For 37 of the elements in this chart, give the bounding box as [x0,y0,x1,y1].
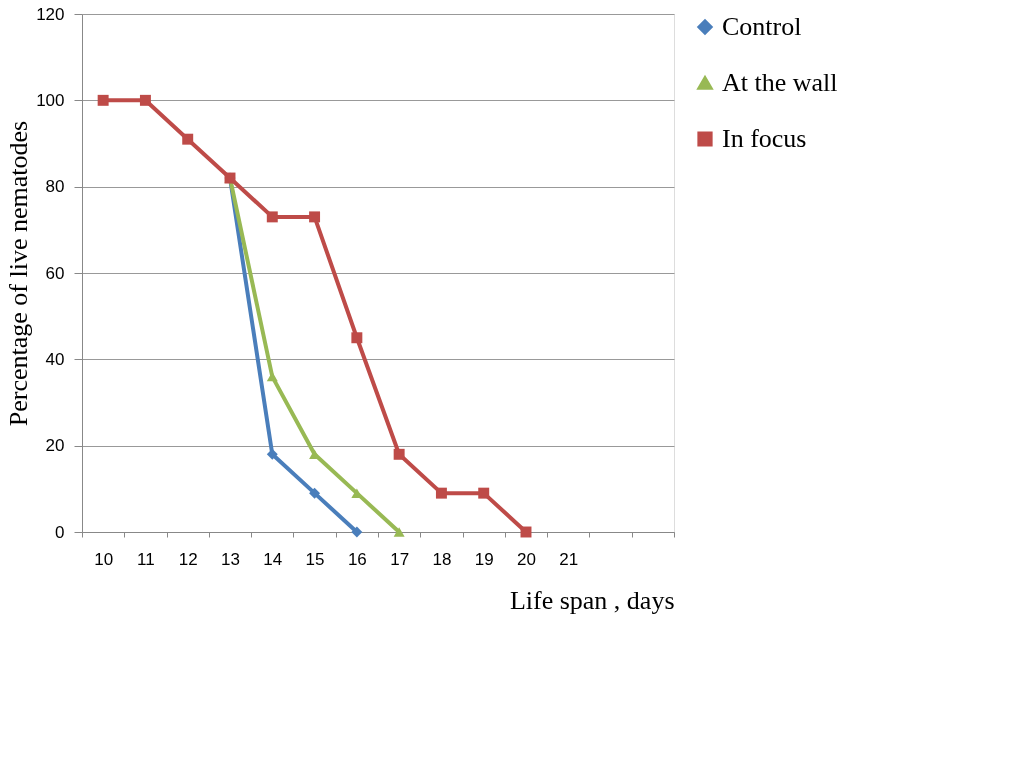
x-tick-label: 20 [517,549,536,569]
x-tick-label: 13 [221,549,240,569]
x-tick-label: 11 [137,549,155,569]
legend-label: In focus [722,124,807,153]
y-tick-label: 100 [36,90,65,110]
x-tick-label: 18 [432,549,452,569]
point [435,487,447,499]
y-tick-label: 60 [45,263,65,283]
point [393,527,405,537]
point [351,332,363,344]
point [309,211,321,223]
x-tick-label: 10 [94,549,114,569]
x-tick-label: 19 [474,549,494,569]
point [97,94,109,106]
point [139,94,151,106]
y-tick-label: 40 [45,349,65,369]
legend-label: At the wall [722,68,838,97]
y-axis-title: Percentage of live nematodes [4,120,34,427]
point [182,133,194,145]
x-tick-label: 16 [347,549,367,569]
y-tick-label: 120 [36,4,65,24]
y-tick-label: 20 [45,436,65,456]
point [266,211,278,223]
x-axis-title: Life span , days [509,585,675,615]
y-tick-label: 80 [45,177,65,197]
point [309,487,321,499]
point [393,448,405,460]
y-tick-label: 0 [55,522,65,542]
x-tick-label: 14 [263,549,283,569]
point [266,448,278,460]
point [351,526,363,538]
x-tick-label: 17 [390,549,410,569]
legend-label: Control [722,12,802,41]
x-tick-label: 15 [305,549,325,569]
point [478,487,490,499]
x-tick-label: 21 [559,549,579,569]
x-tick-label: 12 [178,549,198,569]
